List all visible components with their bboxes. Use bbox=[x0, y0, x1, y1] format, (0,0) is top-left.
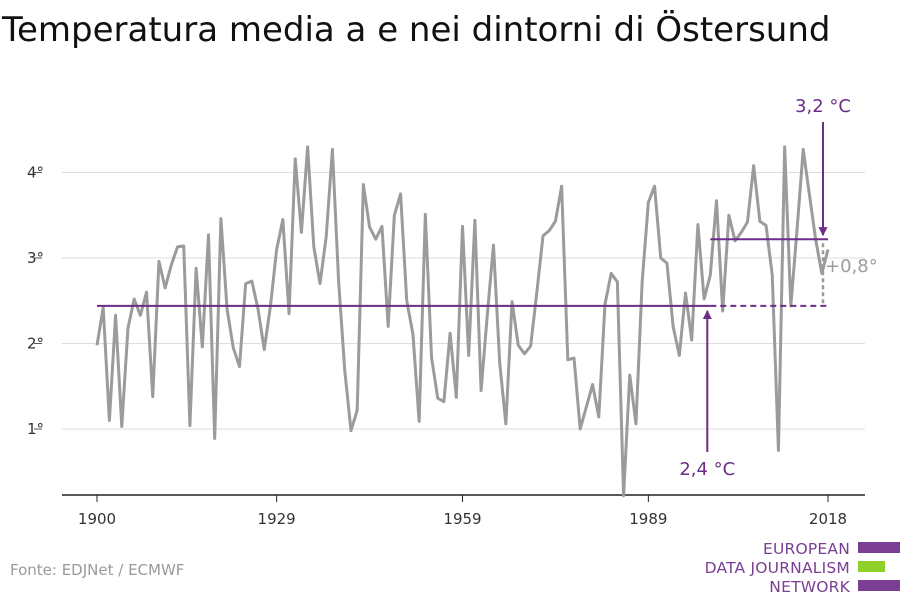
source-note: Fonte: EDJNet / ECMWF bbox=[10, 561, 185, 579]
y-axis-ticks: 1° 2° 3° 4° bbox=[27, 164, 44, 439]
x-tick-label: 1929 bbox=[258, 510, 296, 528]
x-tick-label: 2018 bbox=[809, 510, 847, 528]
y-tick-label: 3° bbox=[27, 249, 44, 267]
y-tick-label: 2° bbox=[27, 335, 44, 353]
temperature-series-line bbox=[95, 145, 830, 498]
logo-bar-purple-top bbox=[858, 542, 900, 553]
x-axis-ticks: 1900 1929 1959 1989 2018 bbox=[78, 495, 847, 528]
delta-label: +0,8° bbox=[825, 256, 878, 277]
y-tick-label: 1° bbox=[27, 420, 44, 438]
baseline-mean-label: 2,4 °C bbox=[679, 459, 735, 480]
logo-bar-purple-bottom bbox=[858, 580, 900, 591]
logo-line-1: EUROPEAN bbox=[762, 540, 850, 558]
logo-line-2: DATA JOURNALISM bbox=[704, 559, 850, 577]
temperature-points bbox=[96, 145, 830, 497]
x-tick-label: 1989 bbox=[629, 510, 667, 528]
chart-title: Temperatura media a e nei dintorni di Ös… bbox=[2, 10, 831, 50]
logo-line-3: NETWORK bbox=[769, 578, 850, 596]
y-tick-label: 4° bbox=[27, 164, 44, 182]
recent-mean-label: 3,2 °C bbox=[795, 96, 851, 117]
logo-bar-green bbox=[858, 561, 885, 572]
x-tick-label: 1900 bbox=[78, 510, 116, 528]
edjnet-logo: EUROPEAN DATA JOURNALISM NETWORK bbox=[700, 540, 900, 596]
annotations: +0,8° 3,2 °C 2,4 °C bbox=[97, 96, 878, 480]
grid-lines bbox=[62, 172, 865, 430]
x-tick-label: 1959 bbox=[443, 510, 481, 528]
